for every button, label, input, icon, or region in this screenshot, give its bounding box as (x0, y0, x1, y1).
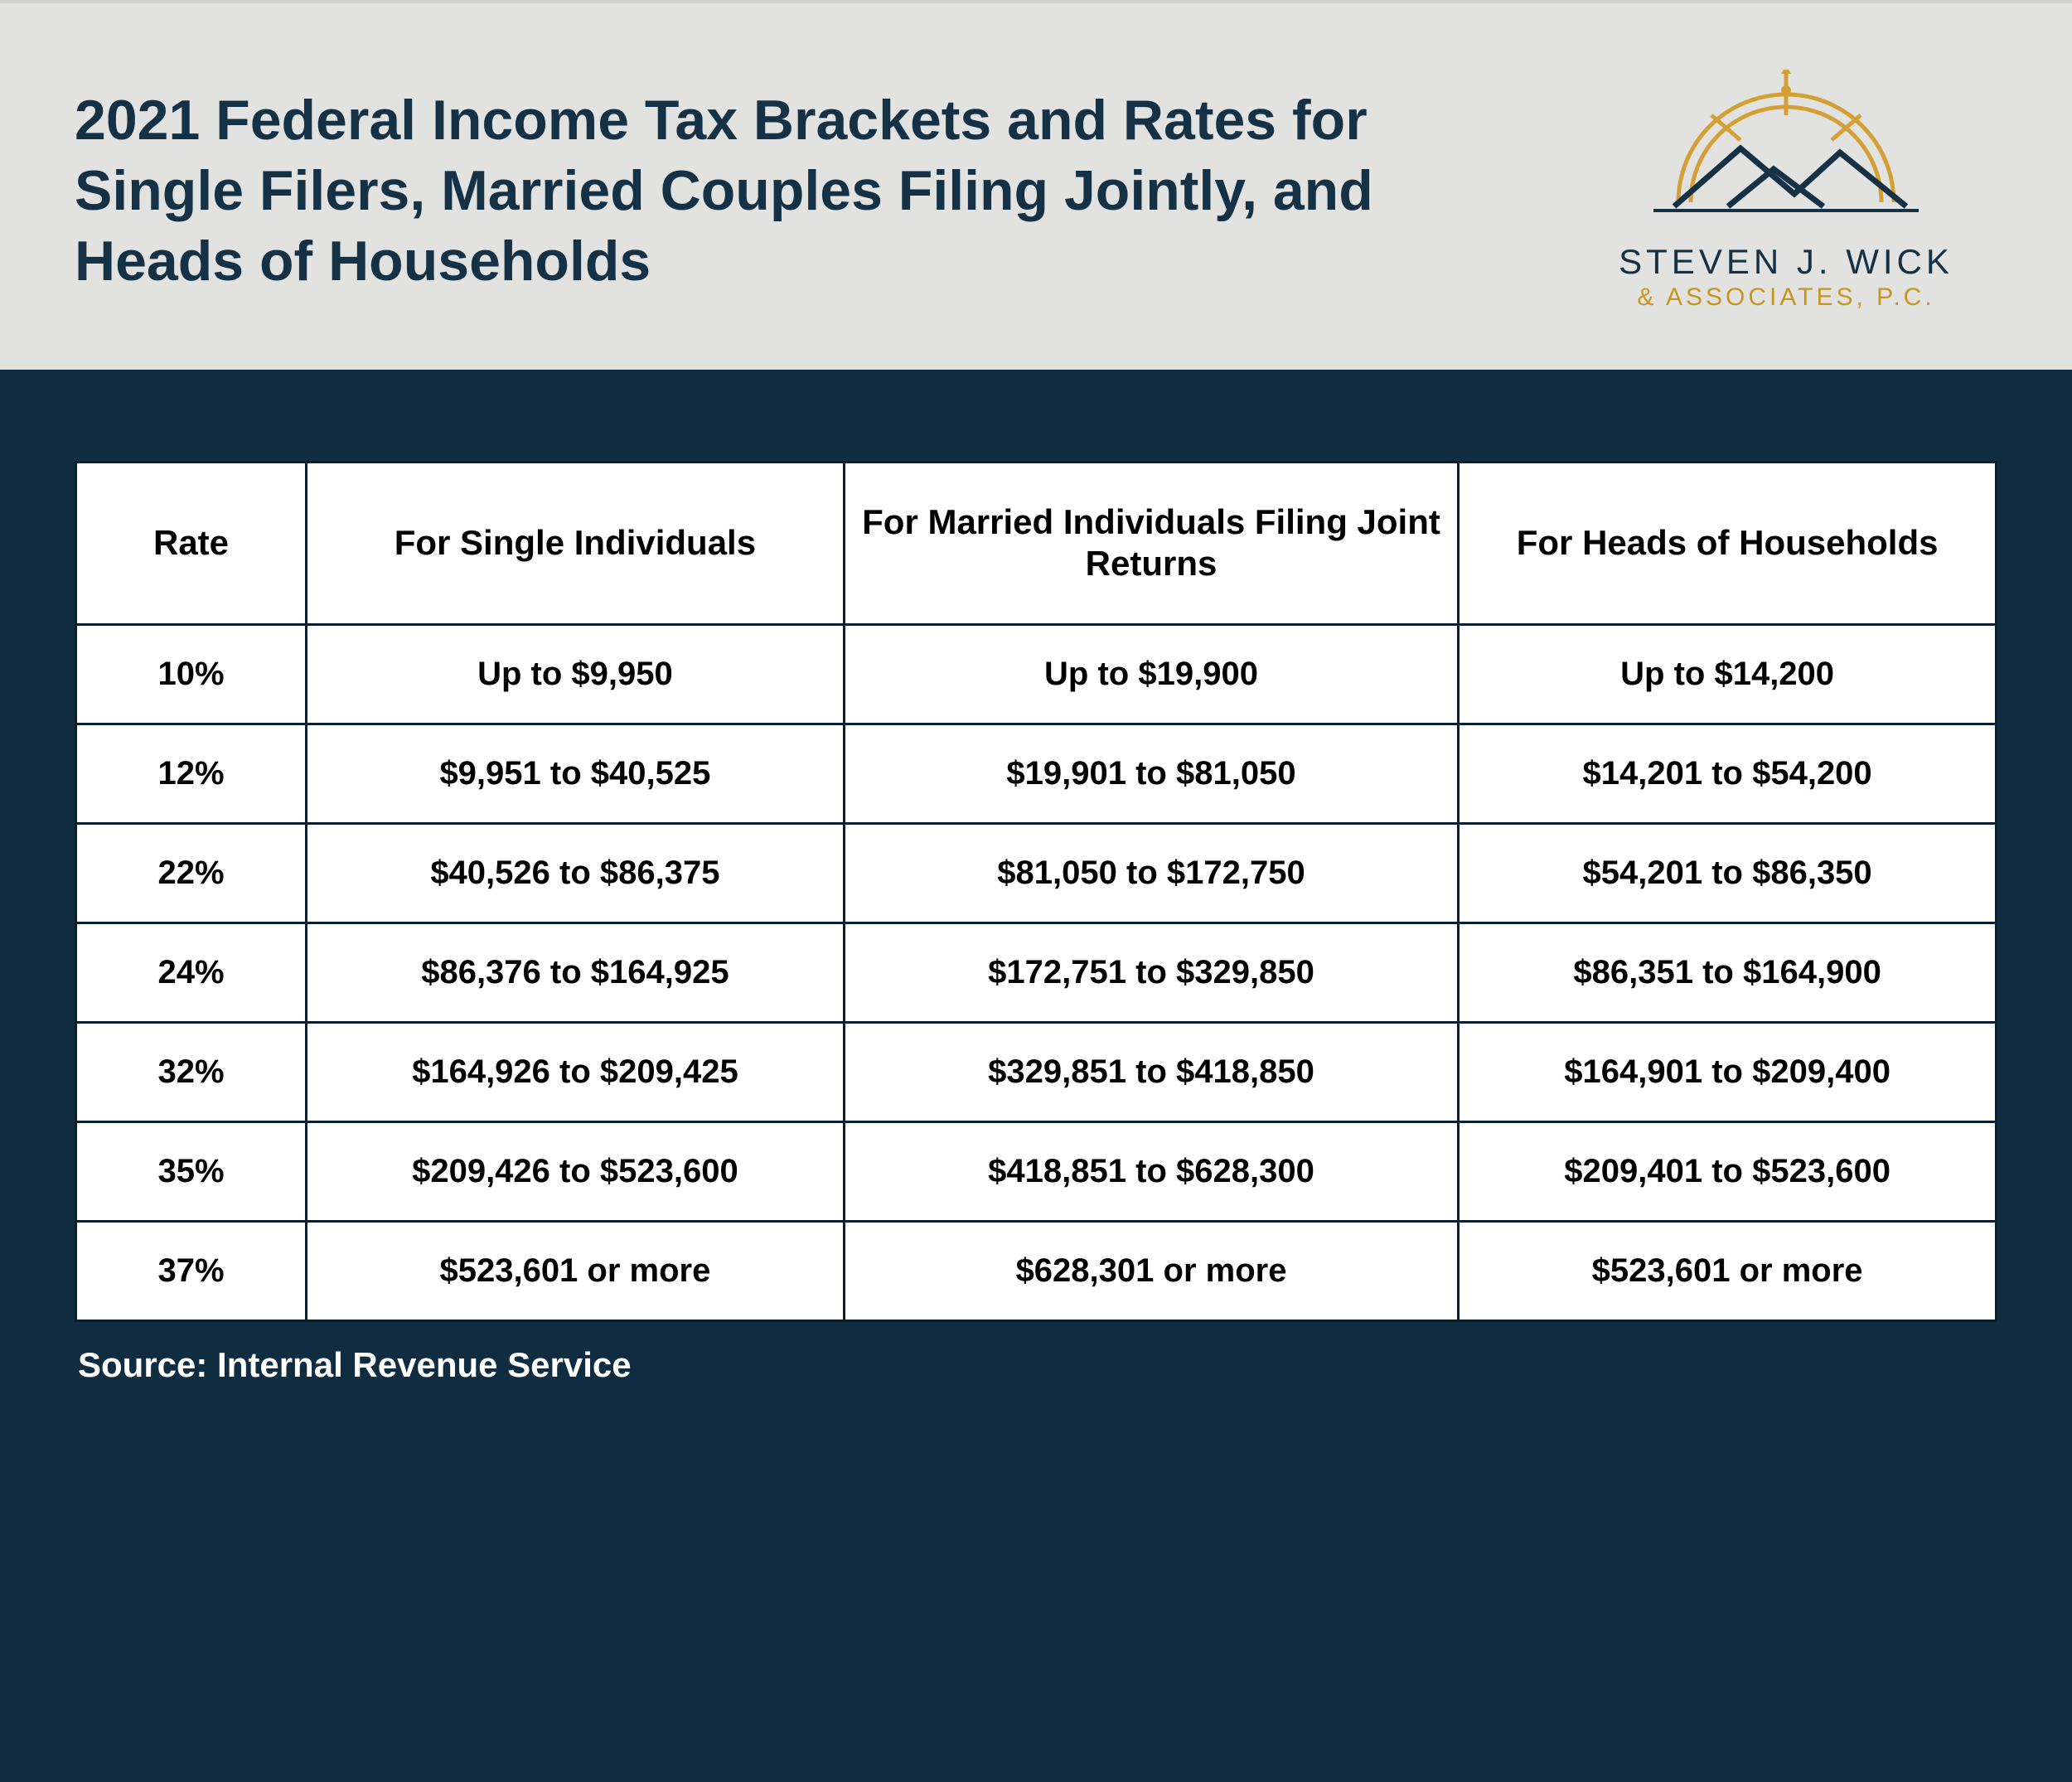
mountain-sun-icon (1629, 70, 1944, 235)
cell-single: $523,601 or more (307, 1221, 845, 1320)
cell-single: $164,926 to $209,425 (307, 1022, 845, 1121)
cell-single: Up to $9,950 (307, 624, 845, 724)
cell-single: $9,951 to $40,525 (307, 724, 845, 823)
col-header-single: For Single Individuals (307, 462, 845, 625)
table-row: 10% Up to $9,950 Up to $19,900 Up to $14… (76, 624, 1997, 724)
cell-single: $209,426 to $523,600 (307, 1121, 845, 1221)
col-header-hoh: For Heads of Households (1459, 462, 1997, 625)
cell-married: $418,851 to $628,300 (844, 1121, 1458, 1221)
logo-text-primary: STEVEN J. WICK (1619, 242, 1953, 282)
cell-rate: 12% (76, 724, 307, 823)
cell-hoh: $209,401 to $523,600 (1459, 1121, 1997, 1221)
cell-hoh: $86,351 to $164,900 (1459, 922, 1997, 1022)
cell-married: $81,050 to $172,750 (844, 823, 1458, 922)
header: 2021 Federal Income Tax Brackets and Rat… (0, 0, 2072, 370)
table-row: 35% $209,426 to $523,600 $418,851 to $62… (76, 1121, 1997, 1221)
cell-hoh: Up to $14,200 (1459, 624, 1997, 724)
table-row: 32% $164,926 to $209,425 $329,851 to $41… (76, 1022, 1997, 1121)
cell-married: $628,301 or more (844, 1221, 1458, 1320)
cell-hoh: $164,901 to $209,400 (1459, 1022, 1997, 1121)
page-title: 2021 Federal Income Tax Brackets and Rat… (75, 85, 1575, 297)
cell-single: $86,376 to $164,925 (307, 922, 845, 1022)
body-section: Rate For Single Individuals For Married … (0, 370, 2072, 1782)
col-header-rate: Rate (76, 462, 307, 625)
cell-rate: 35% (76, 1121, 307, 1221)
table-row: 24% $86,376 to $164,925 $172,751 to $329… (76, 922, 1997, 1022)
cell-rate: 32% (76, 1022, 307, 1121)
table-row: 12% $9,951 to $40,525 $19,901 to $81,050… (76, 724, 1997, 823)
table-row: 37% $523,601 or more $628,301 or more $5… (76, 1221, 1997, 1320)
cell-single: $40,526 to $86,375 (307, 823, 845, 922)
table-header-row: Rate For Single Individuals For Married … (76, 462, 1997, 625)
cell-rate: 10% (76, 624, 307, 724)
page-container: 2021 Federal Income Tax Brackets and Rat… (0, 0, 2072, 1782)
logo-text-secondary: & ASSOCIATES, P.C. (1637, 283, 1934, 312)
cell-married: $172,751 to $329,850 (844, 922, 1458, 1022)
cell-hoh: $14,201 to $54,200 (1459, 724, 1997, 823)
cell-rate: 22% (76, 823, 307, 922)
cell-married: $19,901 to $81,050 (844, 724, 1458, 823)
cell-hoh: $523,601 or more (1459, 1221, 1997, 1320)
col-header-married: For Married Individuals Filing Joint Ret… (844, 462, 1458, 625)
source-attribution: Source: Internal Revenue Service (75, 1345, 1997, 1385)
cell-rate: 37% (76, 1221, 307, 1320)
tax-bracket-table: Rate For Single Individuals For Married … (75, 461, 1997, 1322)
cell-hoh: $54,201 to $86,350 (1459, 823, 1997, 922)
table-row: 22% $40,526 to $86,375 $81,050 to $172,7… (76, 823, 1997, 922)
cell-married: Up to $19,900 (844, 624, 1458, 724)
cell-married: $329,851 to $418,850 (844, 1022, 1458, 1121)
company-logo: STEVEN J. WICK & ASSOCIATES, P.C. (1575, 70, 1997, 312)
cell-rate: 24% (76, 922, 307, 1022)
